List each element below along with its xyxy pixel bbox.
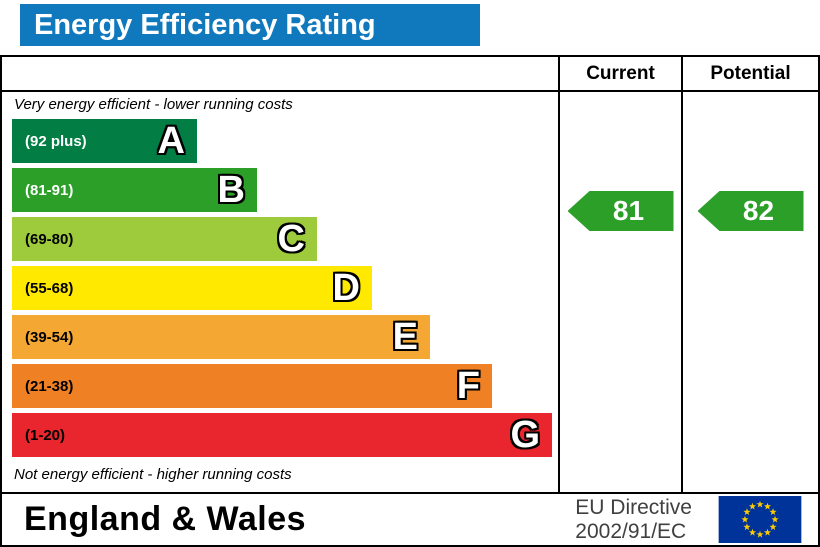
potential-column: 82 — [683, 92, 818, 492]
band-d-letter: D — [332, 267, 360, 309]
page-title: Energy Efficiency Rating — [34, 8, 376, 41]
band-f-range-label: (21-38) — [25, 377, 74, 395]
band-e-letter: E — [392, 316, 418, 358]
bands-area: Very energy efficient - lower running co… — [2, 92, 558, 492]
band-e-range-label: (39-54) — [25, 328, 74, 346]
potential-rating-value: 82 — [742, 195, 775, 226]
eu-directive-line2: 2002/91/EC — [575, 519, 687, 543]
rating-table: Current Potential Very energy efficient … — [0, 55, 820, 547]
title-row: Energy Efficiency Rating — [0, 0, 820, 55]
band-g-letter: G — [510, 414, 540, 456]
band-g: (1-20) G — [12, 413, 552, 457]
table-body-row: Very energy efficient - lower running co… — [2, 92, 818, 492]
band-f: (21-38) F — [12, 364, 492, 408]
band-d: (55-68) D — [12, 266, 372, 310]
eu-flag-icon — [718, 496, 802, 543]
region-label: England & Wales — [24, 500, 307, 538]
band-a-range-label: (92 plus) — [25, 132, 87, 150]
band-b-letter: B — [217, 169, 245, 211]
band-d-range-label: (55-68) — [25, 279, 74, 297]
bands-column: Very energy efficient - lower running co… — [2, 92, 560, 492]
potential-column-header: Potential — [710, 62, 791, 84]
current-column-header: Current — [586, 62, 655, 84]
eu-directive-line1: EU Directive — [575, 495, 692, 519]
current-rating-value: 81 — [612, 195, 645, 226]
top-note: Very energy efficient - lower running co… — [14, 96, 293, 113]
eu-directive-label: EU Directive 2002/91/EC — [575, 496, 716, 543]
chart-header-cell — [2, 57, 560, 90]
current-header-cell: Current — [560, 57, 683, 90]
title-bar: Energy Efficiency Rating — [20, 4, 480, 46]
potential-header-cell: Potential — [683, 57, 818, 90]
band-g-range-label: (1-20) — [25, 426, 66, 444]
band-a-letter: A — [157, 120, 185, 162]
band-a: (92 plus) A — [12, 119, 197, 163]
band-b: (81-91) B — [12, 168, 257, 212]
band-c: (69-80) C — [12, 217, 317, 261]
band-c-letter: C — [277, 218, 305, 260]
table-footer-row: England & Wales EU Directive 2002/91/EC — [2, 492, 818, 545]
band-b-range-label: (81-91) — [25, 181, 74, 199]
current-column: 81 — [560, 92, 683, 492]
bottom-note: Not energy efficient - higher running co… — [14, 466, 292, 483]
table-header-row: Current Potential — [2, 57, 818, 92]
band-c-range-label: (69-80) — [25, 230, 74, 248]
band-e: (39-54) E — [12, 315, 430, 359]
band-f-letter: F — [456, 365, 480, 407]
potential-rating-arrow: 82 — [697, 191, 804, 231]
current-rating-arrow: 81 — [567, 191, 674, 231]
